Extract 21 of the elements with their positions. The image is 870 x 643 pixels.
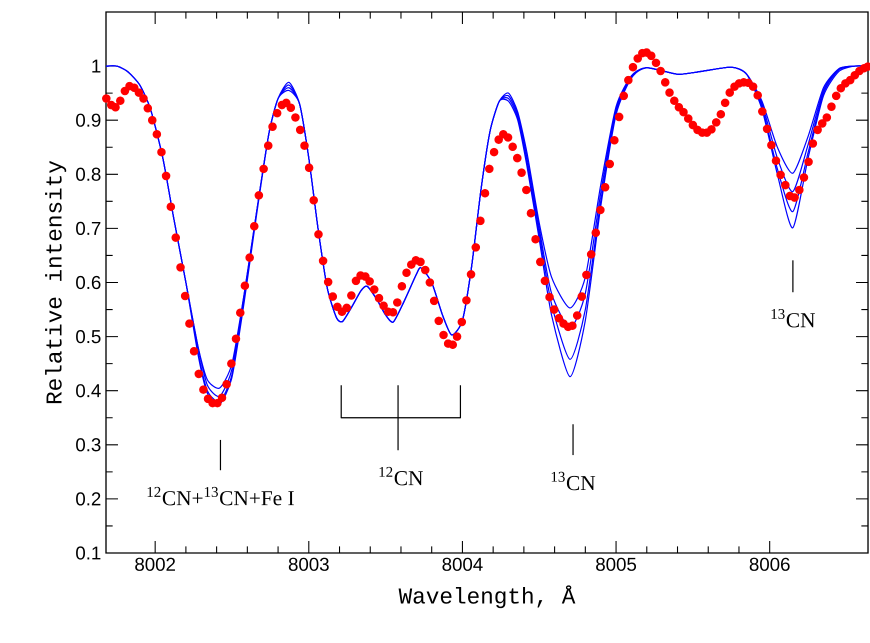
x-axis-title: Wavelength, Å (398, 585, 576, 608)
y-tick-label: 0.7 (76, 222, 100, 236)
y-tick-label: 0.5 (76, 330, 101, 344)
y-tick-label: 0.8 (76, 168, 100, 181)
annotation: $^{12}$CN (380, 466, 423, 486)
annotation: $^{13}$CN (772, 308, 816, 328)
x-tick-label: 8005 (596, 558, 636, 571)
x-tick-label: 8002 (135, 558, 175, 571)
y-tick-label: 0.1 (76, 546, 100, 560)
y-tick-label: 1 (92, 60, 100, 73)
y-tick-label: 0.6 (76, 276, 100, 290)
x-tick-label: 8003 (288, 558, 329, 571)
y-tick-label: 0.4 (76, 384, 101, 398)
y-axis-title: Relative intensity (45, 160, 66, 404)
x-tick-label: 8004 (442, 558, 483, 571)
y-tick-label: 0.2 (76, 492, 100, 506)
annotation: $^{13}$CN (552, 472, 596, 490)
y-tick-label: 0.3 (76, 438, 100, 452)
y-tick-label: 0.9 (76, 114, 100, 127)
x-tick-label: 8006 (750, 558, 790, 571)
annotation: $^{12}$CN+$^{13}$CN+Fe I (148, 486, 294, 506)
